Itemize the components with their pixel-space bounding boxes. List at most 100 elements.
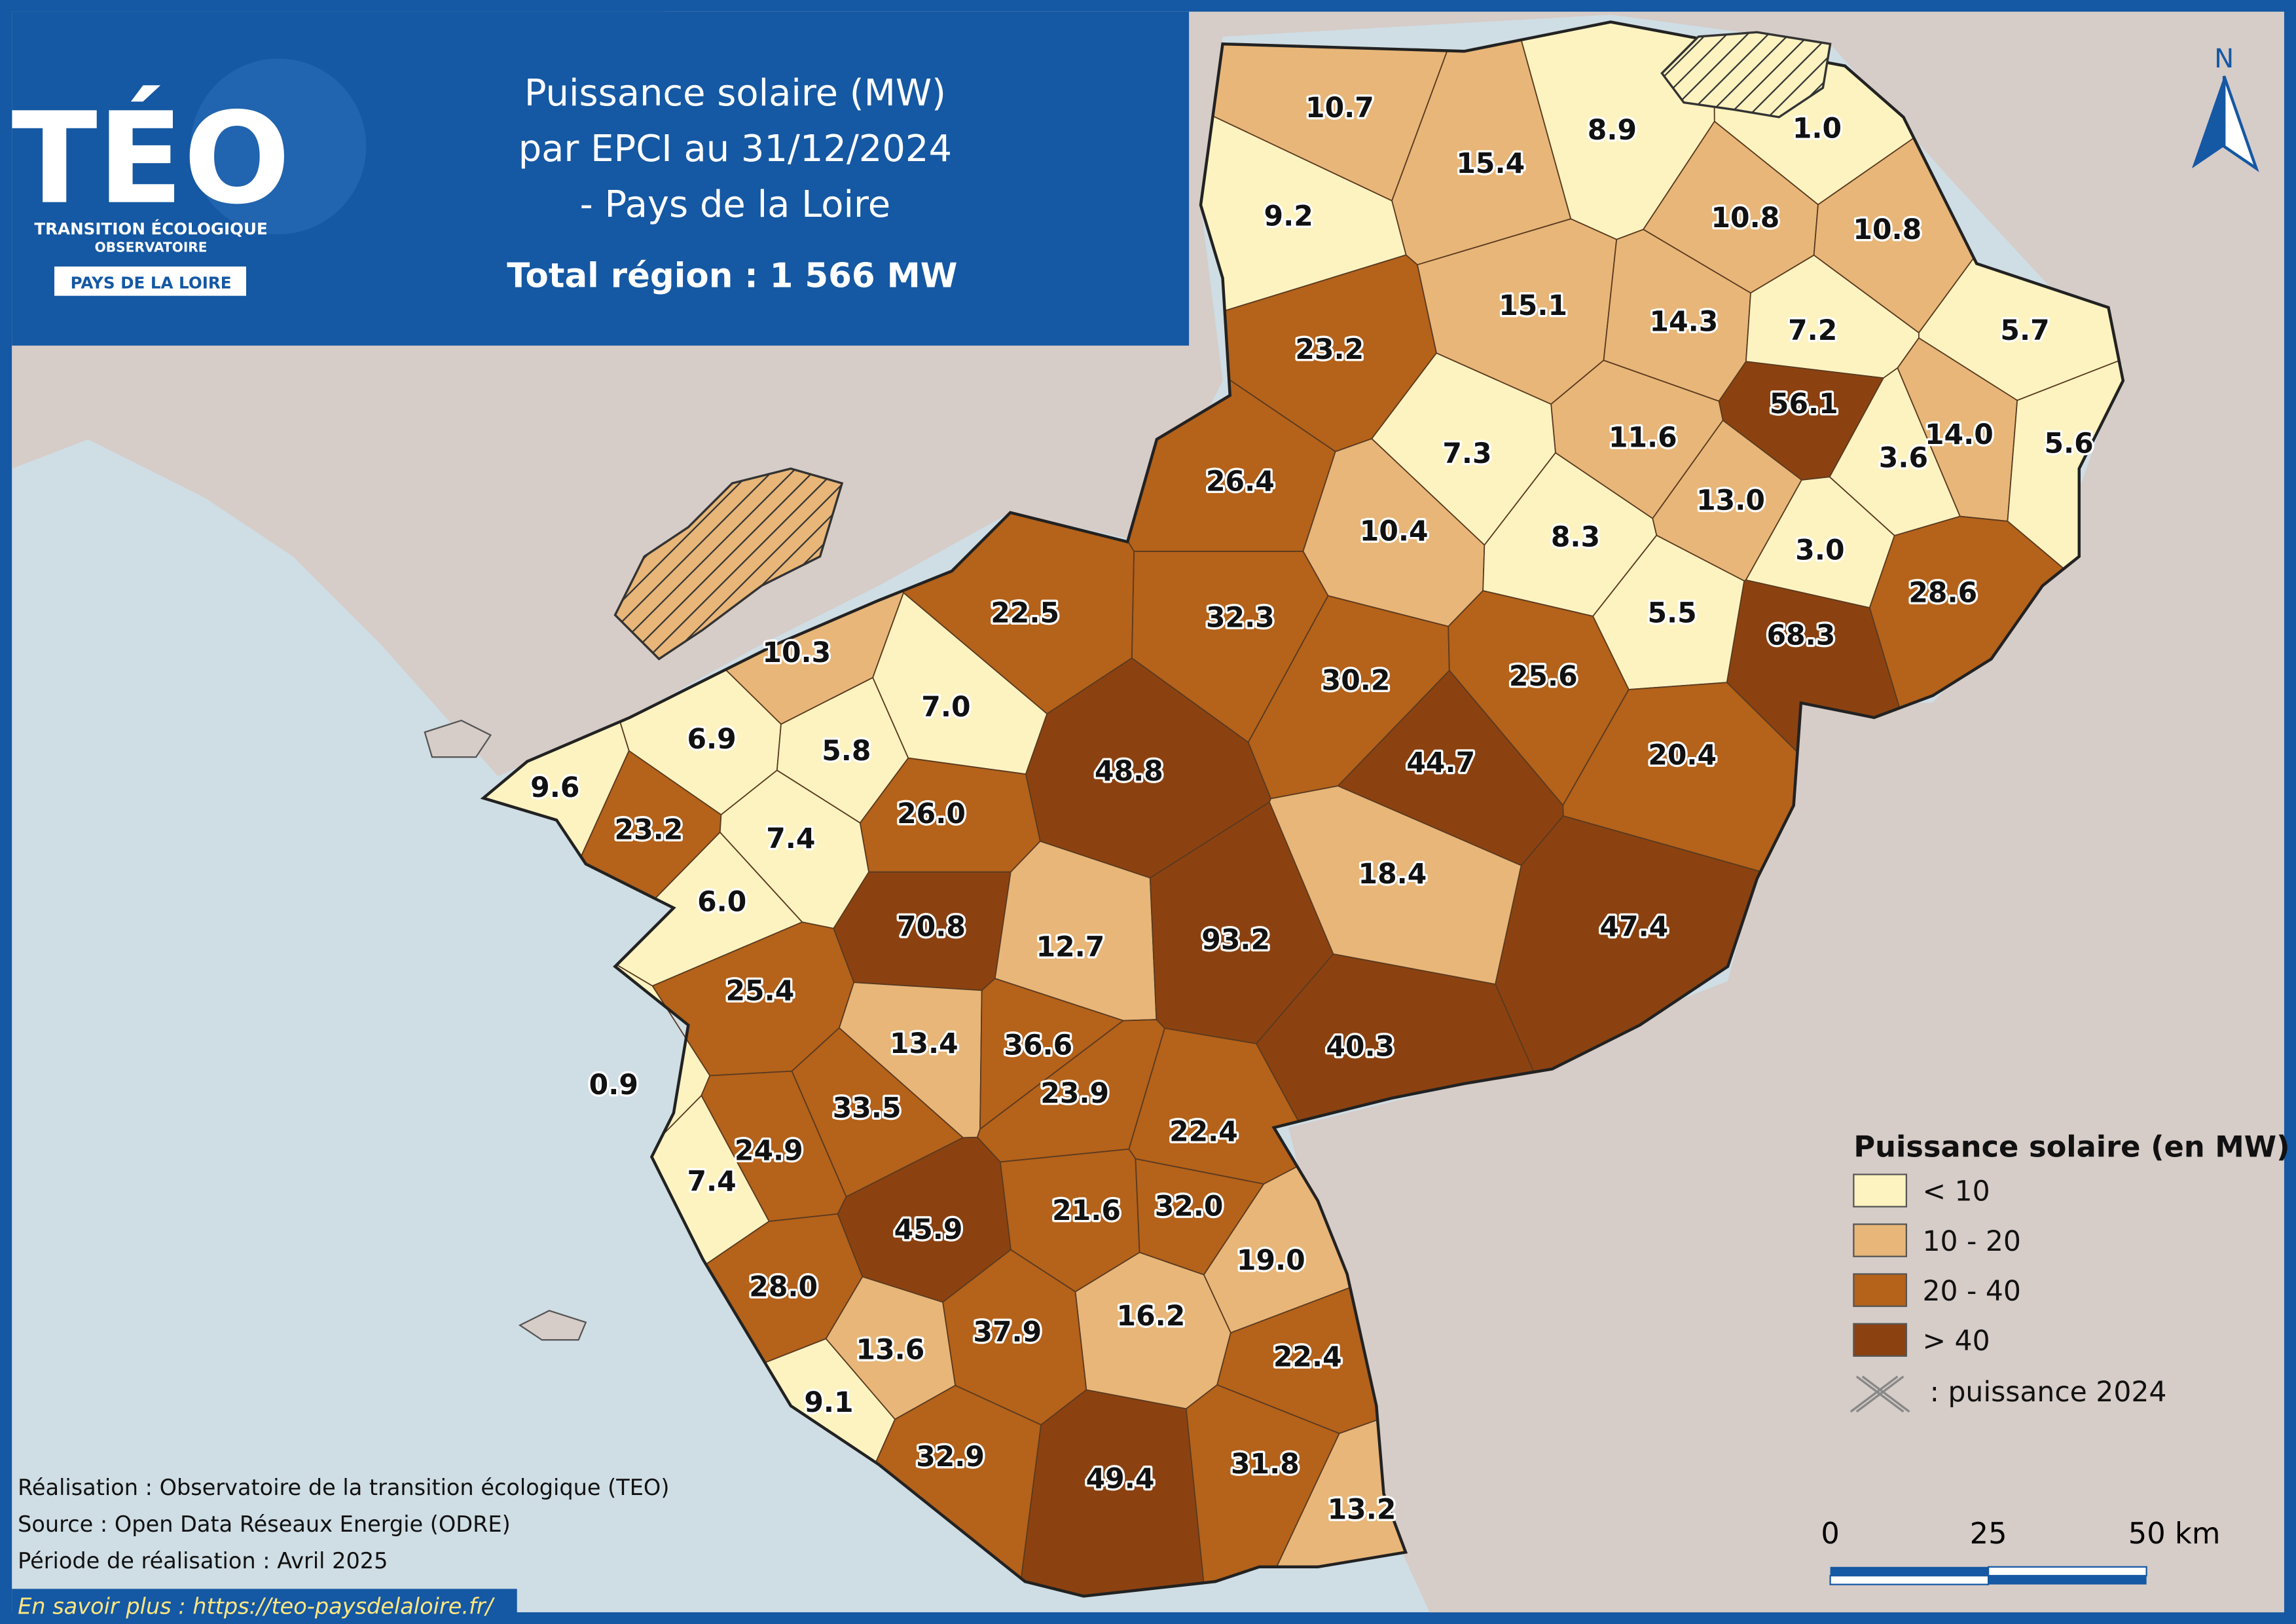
legend: Puissance solaire (en MW) : puissance 20… xyxy=(1850,1130,2290,1413)
label-layer: 10.7 15.4 8.9 1.0 9.2 10.8 10.8 15.1 14.3 7.2 5.7 2… xyxy=(528,90,2096,1528)
logo-badge-box xyxy=(54,266,246,296)
hatched-area xyxy=(1660,31,1832,119)
hatched-area xyxy=(613,467,844,661)
epci-value: 22.4 xyxy=(1273,1342,1342,1374)
epci-value: 6.0 xyxy=(697,886,746,918)
land xyxy=(12,11,2284,1613)
epci-value: 13.2 xyxy=(1328,1494,1396,1526)
epci-value: 10.7 xyxy=(1305,92,1374,124)
logo-badge: PAYS DE LA LOIRE xyxy=(71,274,232,293)
epci-value: 9.6 xyxy=(530,772,579,804)
epci-value: 47.4 xyxy=(1600,911,1669,943)
scale-seg xyxy=(1830,1566,1989,1576)
epci-value: 45.9 xyxy=(894,1214,963,1246)
epci-value: 14.3 xyxy=(1650,306,1719,339)
epci-value: 70.8 xyxy=(897,911,966,943)
epci-value: 5.8 xyxy=(822,735,871,767)
legend-swatch xyxy=(1853,1323,1907,1357)
epci-value: 18.4 xyxy=(1358,858,1427,891)
link-box xyxy=(12,1589,517,1624)
title-line: - Pays de la Loire xyxy=(580,183,891,226)
scale-label: 25 xyxy=(1970,1516,2007,1551)
epci-value: 93.2 xyxy=(1201,924,1270,956)
epci-value: 22.4 xyxy=(1169,1116,1238,1148)
legend-title: Puissance solaire (en MW) xyxy=(1853,1130,2289,1164)
epci-value: 36.6 xyxy=(1004,1029,1072,1061)
legend-swatch xyxy=(1853,1173,1907,1208)
website-link[interactable]: En savoir plus : https://teo-paysdelaloi… xyxy=(18,1593,495,1619)
epci-value: 23.2 xyxy=(1295,334,1364,366)
epci-value: 7.0 xyxy=(921,692,970,724)
epci-value: 7.3 xyxy=(1442,438,1491,470)
epci-value: 56.1 xyxy=(1770,388,1838,420)
epci-value: 0.9 xyxy=(589,1069,638,1101)
scale-seg xyxy=(1988,1576,2147,1585)
epci-value: 5.5 xyxy=(1647,598,1696,630)
epci-value: 25.6 xyxy=(1509,661,1578,693)
epci-value: 7.4 xyxy=(687,1166,736,1198)
legend-hatch-label: : puissance 2024 xyxy=(1930,1376,2167,1409)
epci-value: 12.7 xyxy=(1036,932,1105,964)
epci-value: 10.8 xyxy=(1853,214,1922,246)
legend-swatch xyxy=(1853,1273,1907,1307)
epci-value: 49.4 xyxy=(1086,1463,1155,1495)
epci-value: 20.4 xyxy=(1648,740,1717,772)
logo-line: OBSERVATOIRE xyxy=(95,240,208,255)
epci-value: 13.6 xyxy=(856,1335,925,1367)
north-label: N xyxy=(2214,44,2234,74)
legend-hatch xyxy=(1850,1375,1910,1413)
north-arrow-right xyxy=(2222,75,2259,172)
epci-value: 3.6 xyxy=(1879,443,1928,475)
credit: Réalisation : Observatoire de la transit… xyxy=(18,1475,669,1500)
epci-value: 68.3 xyxy=(1766,619,1835,652)
legend-swatch xyxy=(1853,1223,1907,1257)
legend-label: 10 - 20 xyxy=(1922,1226,2020,1258)
epci-value: 10.4 xyxy=(1360,515,1429,547)
epci-value: 23.9 xyxy=(1040,1078,1109,1110)
epci-value: 8.9 xyxy=(1588,115,1637,147)
logo-dots xyxy=(190,58,367,234)
epci-value: 40.3 xyxy=(1326,1031,1394,1063)
epci-value: 26.4 xyxy=(1206,466,1275,498)
epci-value: 9.1 xyxy=(804,1387,853,1419)
epci-value: 16.2 xyxy=(1117,1301,1186,1333)
epci-value: 25.4 xyxy=(725,976,794,1008)
scale-seg xyxy=(1829,1575,1990,1585)
epci-value: 37.9 xyxy=(973,1317,1042,1349)
north-arrow-left xyxy=(2191,76,2225,169)
epci-value: 10.8 xyxy=(1711,202,1779,234)
epci-value: 32.3 xyxy=(1206,602,1275,634)
epci-value: 32.9 xyxy=(916,1441,985,1473)
title-line: par EPCI au 31/12/2024 xyxy=(519,128,952,170)
region-border xyxy=(480,20,2125,1598)
legend-label: > 40 xyxy=(1922,1325,1990,1357)
epci-value: 28.6 xyxy=(1908,577,1977,609)
epci-value: 6.9 xyxy=(687,724,736,756)
logo-text: TÉO xyxy=(12,85,291,232)
epci-value: 48.8 xyxy=(1095,756,1163,788)
epci-value: 44.7 xyxy=(1406,747,1475,779)
epci-value: 5.7 xyxy=(2000,315,2049,347)
north-arrow: N xyxy=(2191,44,2259,172)
epci-value: 1.0 xyxy=(1793,113,1842,145)
epci-value: 7.4 xyxy=(766,823,815,855)
epci-value: 26.0 xyxy=(897,798,966,830)
legend-label: 20 - 40 xyxy=(1922,1276,2020,1308)
logo-line: TRANSITION ÉCOLOGIQUE xyxy=(34,219,267,238)
epci-value: 7.2 xyxy=(1788,315,1837,347)
epci-value: 10.3 xyxy=(762,637,831,669)
epci-value: 28.0 xyxy=(749,1271,818,1303)
epci-value: 13.0 xyxy=(1696,485,1765,517)
credit: Période de réalisation : Avril 2025 xyxy=(18,1548,388,1574)
title-line: Puissance solaire (MW) xyxy=(524,72,946,115)
epci-value: 3.0 xyxy=(1795,535,1844,567)
logo: TÉO TRANSITION ÉCOLOGIQUE OBSERVATOIRE P… xyxy=(12,58,367,296)
epci-value: 22.5 xyxy=(991,598,1059,630)
epci-value: 21.6 xyxy=(1052,1195,1121,1227)
credit: Source : Open Data Réseaux Energie (ODRE… xyxy=(18,1511,511,1537)
epci-value: 30.2 xyxy=(1322,665,1391,697)
epci-value: 14.0 xyxy=(1925,419,1994,451)
epci-value: 5.6 xyxy=(2044,428,2093,460)
